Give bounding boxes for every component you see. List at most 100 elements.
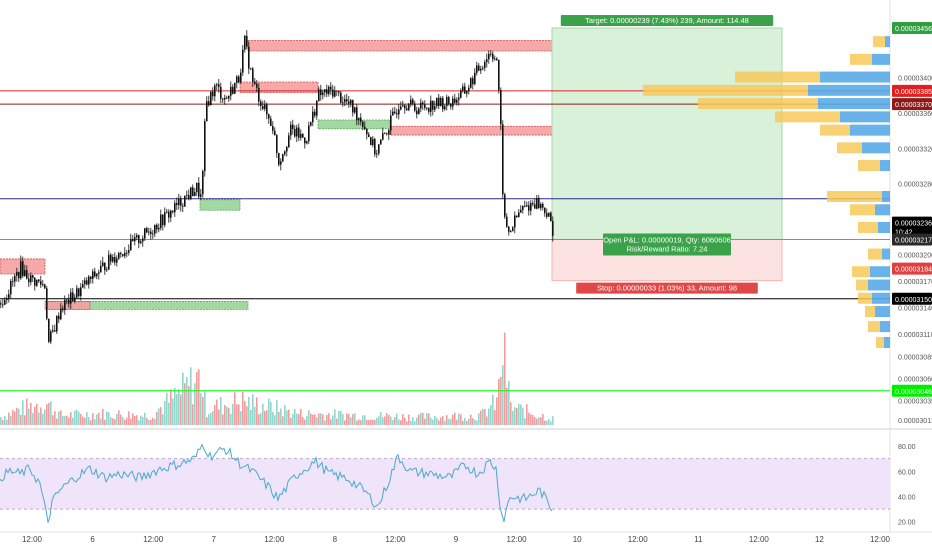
volume-bar (34, 406, 36, 425)
open-pnl-text: Open P&L: 0.00000019, Qty: 6060606 (603, 235, 731, 244)
candle (36, 279, 38, 287)
price-badge[interactable]: 0.00003046 (892, 384, 932, 397)
candle (474, 68, 476, 86)
candle-body (172, 210, 174, 213)
volume-bar (28, 408, 30, 425)
candle-body (312, 111, 314, 123)
candle (272, 121, 274, 135)
candle (100, 260, 102, 273)
candle (190, 186, 192, 201)
candle-body (190, 187, 192, 199)
volume-bar (166, 393, 168, 425)
volume-bar (146, 417, 148, 425)
candle (458, 92, 460, 106)
candle-body (466, 91, 468, 94)
volume-bar (274, 415, 276, 425)
candle-body (152, 233, 154, 235)
candle (110, 253, 112, 266)
candle (314, 108, 316, 118)
volume-bar (128, 411, 130, 425)
volume-bar (88, 417, 90, 425)
candle-body (418, 108, 420, 115)
profile-buy-bar (880, 321, 890, 333)
volume-bar (350, 417, 352, 425)
candle-body (28, 278, 30, 283)
profile-buy-bar (875, 204, 890, 216)
candle (196, 182, 198, 196)
volume-bar (90, 420, 92, 425)
candle (414, 100, 416, 113)
volume-bar (462, 420, 464, 425)
price-badge[interactable]: 0.00003150 (892, 292, 932, 305)
position-tool[interactable] (551, 27, 783, 282)
candle-body (328, 86, 330, 94)
candle (250, 67, 252, 71)
candle (372, 135, 374, 148)
volume-bar (426, 413, 428, 425)
candle (492, 51, 494, 63)
volume-bar (492, 394, 494, 425)
volume-bar (474, 419, 476, 425)
price-badge-bg (892, 22, 932, 34)
profit-zone[interactable] (551, 27, 783, 240)
candle-body (100, 265, 102, 273)
target-label: Target: 0.00000239 (7.43%) 239, Amount: … (560, 15, 774, 26)
candle (390, 109, 392, 135)
candle (326, 84, 328, 98)
profile-sell-bar (643, 84, 808, 96)
candle-body (182, 205, 184, 207)
candle-body (516, 215, 518, 218)
candle-body (114, 257, 116, 263)
candle (112, 254, 114, 264)
volume-bar (168, 402, 170, 425)
volume-bar (256, 397, 258, 425)
candle (466, 90, 468, 98)
volume-bar (66, 415, 68, 425)
candle-body (374, 139, 376, 155)
open-pnl-label: Open P&L: 0.00000019, Qty: 6060606Risk/R… (603, 233, 731, 256)
price-badge[interactable]: 0.00003184 (892, 262, 932, 275)
candle-body (124, 252, 126, 256)
price-axis[interactable]: 0.00003400 0.00003360 0.00003320 0.00003280… (892, 22, 932, 527)
candle-body (288, 135, 290, 148)
candle-body (316, 101, 318, 116)
time-tick-label: 6 (90, 535, 95, 544)
candle (490, 50, 492, 57)
price-badge[interactable]: 0.00003370 (892, 98, 932, 111)
price-badge[interactable]: 0.00003385 (892, 84, 932, 97)
candle-body (402, 105, 404, 107)
price-badge[interactable]: 0.00003217 (892, 233, 932, 246)
volume-bar (130, 418, 132, 425)
volume-bar (328, 413, 330, 425)
price-badge[interactable]: 0.00003456 (892, 22, 932, 34)
time-axis[interactable]: 12:00 6 12:00 7 12:00 8 12:00 9 12:00 10 12:00 11 12… (22, 535, 891, 544)
volume-bar (16, 407, 18, 425)
candle-body (436, 97, 438, 107)
volume-bar (472, 418, 474, 425)
candle (444, 104, 446, 111)
volume-bar (490, 405, 492, 425)
stop-label-bg (576, 282, 758, 294)
candle (540, 202, 542, 211)
volume-bar (352, 414, 354, 425)
candle-body (46, 288, 48, 319)
candle-body (250, 68, 252, 70)
candle (42, 279, 44, 287)
supply-zone (239, 81, 319, 93)
candle-body (294, 129, 296, 137)
demand-zone (317, 119, 391, 130)
candle-body (104, 262, 106, 271)
horizontal-lines[interactable] (0, 90, 890, 392)
profile-sell-bar (852, 266, 870, 278)
candle (206, 96, 208, 122)
time-tick-label: 12:00 (507, 535, 528, 544)
candle-body (426, 107, 428, 109)
volume-bar (144, 412, 146, 425)
candle (408, 102, 410, 112)
volume-bar (12, 409, 14, 425)
volume-bar (552, 416, 554, 425)
candle (340, 91, 342, 104)
candle-body (48, 318, 50, 342)
